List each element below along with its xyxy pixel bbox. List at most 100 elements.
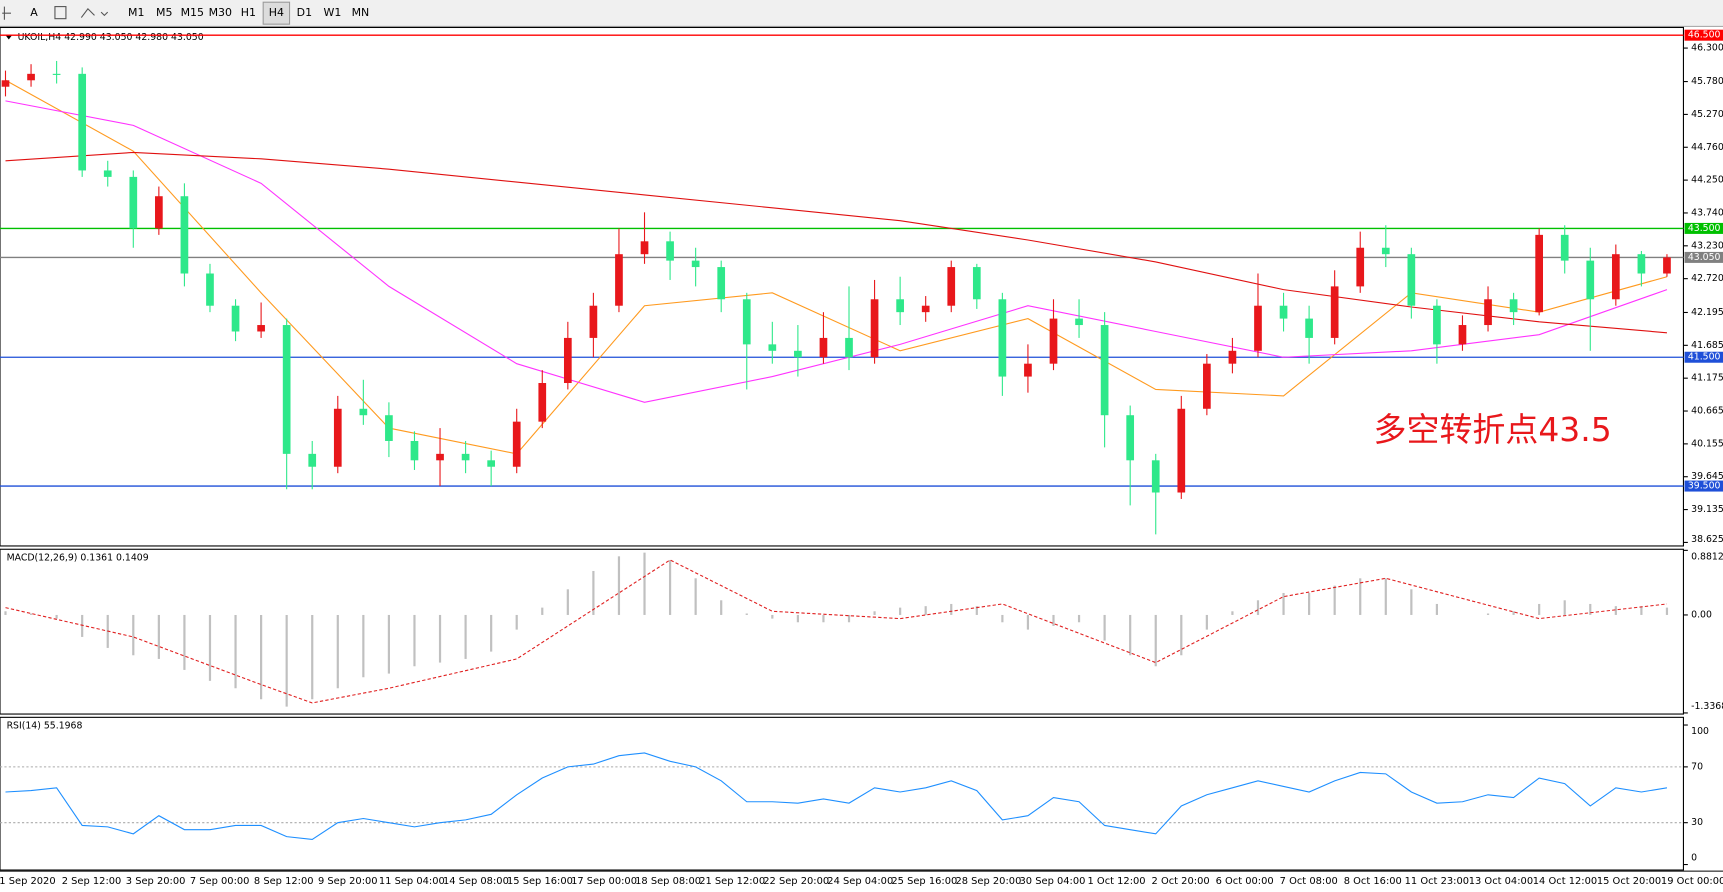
candle-body: [538, 383, 547, 422]
candle-body: [1433, 305, 1441, 345]
price-label: 43.050: [1688, 252, 1721, 263]
candle-body: [1663, 257, 1671, 274]
y-tick-label: 43.230: [1691, 240, 1723, 251]
x-tick-label: 15 Oct 20:00: [1597, 876, 1661, 887]
candle-body: [1177, 408, 1186, 493]
x-tick-label: 22 Sep 20:00: [763, 876, 829, 887]
price-label-box: [1684, 222, 1723, 234]
x-tick-label: 3 Sep 20:00: [126, 876, 186, 887]
candle-body: [1535, 234, 1543, 313]
x-tick-label: 7 Sep 00:00: [190, 876, 250, 887]
candle-body: [921, 305, 930, 313]
price-label: 46.500: [1688, 30, 1721, 41]
rsi-line: [5, 752, 1668, 840]
x-tick-label: 11 Oct 23:00: [1405, 876, 1469, 887]
crosshair-icon[interactable]: [2, 6, 11, 20]
y-tick-label: 41.685: [1691, 340, 1723, 351]
y-tick-label: 40.155: [1691, 438, 1723, 449]
timeframe-button[interactable]: M30: [209, 6, 232, 19]
candle-body: [717, 267, 726, 300]
x-tick-label: 25 Sep 16:00: [891, 876, 957, 887]
candle-body: [1381, 247, 1390, 255]
candle-body: [1637, 254, 1646, 274]
price-label-box: [1684, 351, 1723, 363]
y-tick-label: 41.175: [1691, 373, 1723, 384]
annotation: 多空转折点43.5: [1374, 410, 1612, 449]
y-tick-label: 0.8812: [1691, 551, 1723, 562]
x-tick-label: 2 Sep 12:00: [62, 876, 122, 887]
symbol-menu-icon[interactable]: [5, 35, 13, 40]
x-tick-label: 11 Sep 04:00: [379, 876, 445, 887]
x-tick-label: 9 Sep 20:00: [318, 876, 378, 887]
price-label-box: [1684, 480, 1723, 492]
candle-body: [1458, 325, 1467, 345]
candle-body: [78, 73, 87, 171]
y-tick-label: 42.720: [1691, 273, 1723, 284]
x-tick-label: 18 Sep 08:00: [635, 876, 701, 887]
price-label: 39.500: [1688, 481, 1721, 492]
y-tick-label: 0: [1691, 852, 1697, 863]
y-tick-label: 45.780: [1691, 76, 1723, 87]
candle-body: [1356, 247, 1365, 287]
candle-body: [1560, 234, 1569, 261]
candle-body: [1484, 299, 1492, 326]
candle-body: [794, 350, 802, 358]
x-tick-label: 6 Oct 00:00: [1216, 876, 1274, 887]
candle-body: [1024, 363, 1032, 377]
timeframe-button[interactable]: H4: [269, 6, 284, 19]
timeframe-button[interactable]: H1: [241, 6, 256, 19]
x-tick-label: 15 Sep 16:00: [507, 876, 573, 887]
candle-body: [870, 299, 879, 358]
candle-body: [487, 460, 495, 467]
candle-body: [998, 299, 1007, 377]
candle-body: [563, 337, 572, 384]
y-tick-label: -1.3368: [1691, 701, 1723, 712]
candle-body: [1407, 254, 1416, 306]
x-tick-label: 17 Sep 00:00: [571, 876, 637, 887]
candle-body: [640, 241, 649, 255]
main-panel: [0, 26, 1684, 547]
x-tick-label: 19 Oct 00:00: [1661, 876, 1723, 887]
candle-body: [282, 325, 291, 454]
candle-body: [1228, 350, 1237, 364]
timeframe-button[interactable]: W1: [323, 6, 341, 19]
timeframe-button[interactable]: M15: [181, 6, 204, 19]
candle-body: [896, 299, 904, 313]
candle-body: [972, 267, 981, 300]
x-tick-label: 14 Sep 08:00: [443, 876, 509, 887]
shapes-icon[interactable]: [80, 7, 109, 18]
timeframe-button[interactable]: MN: [352, 6, 370, 19]
candle-body: [1126, 415, 1135, 461]
indicator-title: MACD(12,26,9) 0.1361 0.1409: [7, 553, 149, 564]
candle-body: [742, 299, 751, 345]
candle-body: [410, 440, 419, 461]
price-label: 41.500: [1688, 352, 1721, 363]
tool-label[interactable]: A: [30, 6, 38, 19]
moving-average: [5, 100, 1668, 403]
price-label-box: [1684, 29, 1723, 41]
y-tick-label: 0.00: [1691, 609, 1712, 620]
candle-body: [1254, 305, 1262, 351]
y-tick-label: 44.250: [1691, 175, 1723, 186]
candle-body: [589, 305, 598, 338]
timeframe-button[interactable]: M1: [128, 6, 144, 19]
price-label-box: [1684, 251, 1723, 263]
candle-body: [666, 241, 674, 261]
candle-body: [768, 344, 777, 351]
y-tick-label: 70: [1691, 761, 1703, 772]
timeframe-button[interactable]: D1: [297, 6, 312, 19]
y-tick-label: 100: [1691, 726, 1709, 737]
x-tick-label: 7 Oct 08:00: [1280, 876, 1338, 887]
candle-body: [1330, 286, 1339, 338]
text-label-icon[interactable]: [54, 6, 67, 20]
candle-body: [1100, 325, 1109, 416]
moving-average: [5, 79, 1668, 455]
candle-body: [947, 267, 956, 306]
candle-body: [1279, 305, 1288, 319]
signal-line: [5, 559, 1668, 704]
timeframe-button[interactable]: M5: [156, 6, 172, 19]
y-tick-label: 30: [1691, 817, 1703, 828]
price-label: 43.500: [1688, 223, 1721, 234]
